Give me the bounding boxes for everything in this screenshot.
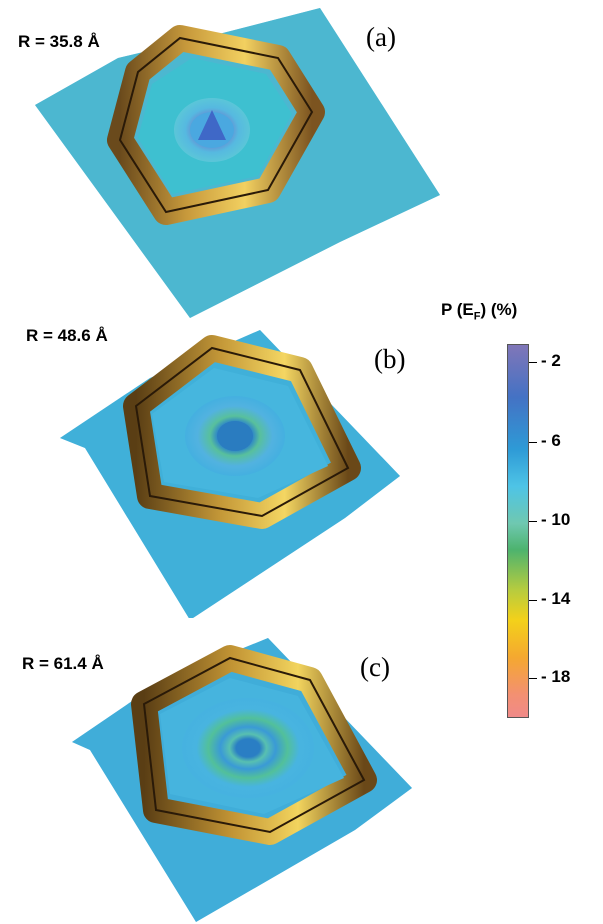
radius-label-c: R = 61.4 Å: [22, 654, 104, 673]
colorbar-tick: [529, 362, 537, 363]
colorbar-tick-label: - 6: [541, 431, 561, 450]
panel-a: R = 35.8 Å (a): [0, 0, 470, 320]
colorbar-tick: [529, 678, 537, 679]
panel-c: R = 61.4 Å (c): [0, 630, 470, 924]
colorbar-tick-label: - 18: [541, 667, 571, 686]
panel-label-a: (a): [366, 22, 396, 52]
surface-plot-c: [72, 638, 412, 922]
colorbar-tick: [529, 600, 537, 601]
colorbar-tick-label: - 10: [541, 510, 571, 529]
panel-b: R = 48.6 Å (b): [0, 318, 470, 618]
surface-plot-a: [35, 8, 440, 318]
radius-label-b: R = 48.6 Å: [26, 326, 108, 345]
colorbar-title: P (EF) (%): [441, 300, 518, 323]
surface-plot-b: [60, 330, 400, 618]
radius-label-a: R = 35.8 Å: [18, 32, 100, 51]
panel-label-b: (b): [374, 344, 406, 374]
ring-c: [182, 698, 314, 798]
panel-label-c: (c): [360, 652, 390, 682]
colorbar-tick-label: - 14: [541, 589, 571, 608]
colorbar: [507, 344, 529, 718]
colorbar-tick-label: - 2: [541, 351, 561, 370]
colorbar-tick: [529, 521, 537, 522]
colorbar-tick: [529, 442, 537, 443]
